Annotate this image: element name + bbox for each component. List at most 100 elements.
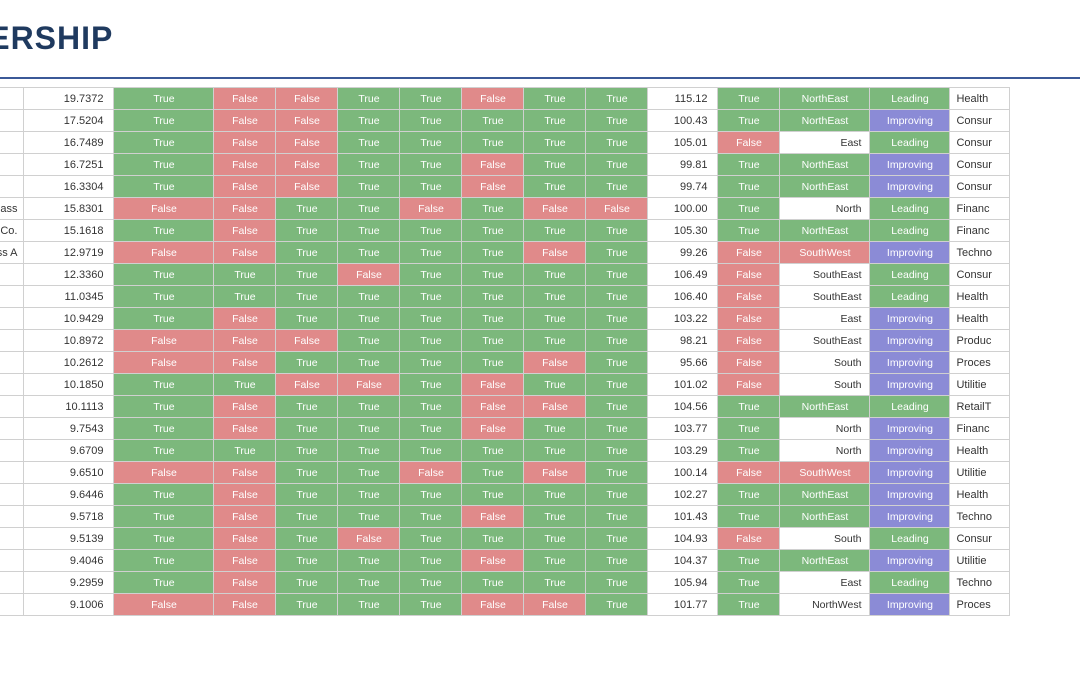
bool-cell: False <box>276 88 338 110</box>
bool-cell: True <box>718 484 780 506</box>
bool-cell: True <box>400 264 462 286</box>
bool-cell: True <box>338 242 400 264</box>
bool-cell: True <box>338 440 400 462</box>
value-cell: 9.7543 <box>24 418 114 440</box>
bool-cell: True <box>400 352 462 374</box>
bool-cell: True <box>718 440 780 462</box>
bool-cell: True <box>338 198 400 220</box>
region-cell: South <box>780 374 870 396</box>
bool-cell: False <box>276 132 338 154</box>
bool-cell: True <box>400 484 462 506</box>
bool-cell: True <box>276 484 338 506</box>
value-cell: 10.8972 <box>24 330 114 352</box>
status-cell: Leading <box>870 396 950 418</box>
company-name-cell <box>0 528 24 550</box>
bool-cell: True <box>400 396 462 418</box>
company-name-cell <box>0 264 24 286</box>
bool-cell: True <box>462 132 524 154</box>
sector-cell: Health <box>950 484 1010 506</box>
bool-cell: False <box>214 462 276 484</box>
bool-cell: True <box>586 374 648 396</box>
table-row: 9.6510FalseFalseTrueTrueFalseTrueFalseTr… <box>0 462 1010 484</box>
bool-cell: True <box>586 594 648 616</box>
bool-cell: True <box>462 242 524 264</box>
value-cell: 9.5718 <box>24 506 114 528</box>
bool-cell: True <box>524 418 586 440</box>
bool-cell: True <box>338 550 400 572</box>
sector-cell: Utilitie <box>950 462 1010 484</box>
status-cell: Improving <box>870 330 950 352</box>
bool-cell: False <box>462 374 524 396</box>
bool-cell: False <box>214 528 276 550</box>
table-row: 9.6446TrueFalseTrueTrueTrueTrueTrueTrue1… <box>0 484 1010 506</box>
bool-cell: True <box>524 264 586 286</box>
bool-cell: True <box>586 484 648 506</box>
status-cell: Leading <box>870 220 950 242</box>
bool-cell: True <box>276 286 338 308</box>
table-row: 9.7543TrueFalseTrueTrueTrueFalseTrueTrue… <box>0 418 1010 440</box>
value-cell: 10.9429 <box>24 308 114 330</box>
company-name-cell <box>0 418 24 440</box>
status-cell: Improving <box>870 594 950 616</box>
bool-cell: True <box>718 506 780 528</box>
value-cell: 15.1618 <box>24 220 114 242</box>
region-cell: East <box>780 132 870 154</box>
region-cell: East <box>780 308 870 330</box>
sector-cell: Health <box>950 88 1010 110</box>
bool-cell: False <box>718 528 780 550</box>
bool-cell: False <box>214 330 276 352</box>
table-row: 16.3304TrueFalseFalseTrueTrueFalseTrueTr… <box>0 176 1010 198</box>
table-row: 16.7251TrueFalseFalseTrueTrueFalseTrueTr… <box>0 154 1010 176</box>
bool-cell: True <box>586 396 648 418</box>
status-cell: Improving <box>870 440 950 462</box>
bool-cell: True <box>718 88 780 110</box>
table-row: 9.1006FalseFalseTrueTrueTrueFalseFalseTr… <box>0 594 1010 616</box>
bool-cell: False <box>338 528 400 550</box>
region-cell: NorthEast <box>780 176 870 198</box>
bool-cell: True <box>718 176 780 198</box>
bool-cell: True <box>400 286 462 308</box>
bool-cell: True <box>718 154 780 176</box>
sector-cell: Techno <box>950 242 1010 264</box>
numeric-cell: 95.66 <box>648 352 718 374</box>
bool-cell: False <box>114 242 214 264</box>
sector-cell: Techno <box>950 572 1010 594</box>
region-cell: South <box>780 352 870 374</box>
bool-cell: False <box>586 198 648 220</box>
sector-cell: Produc <box>950 330 1010 352</box>
bool-cell: True <box>400 220 462 242</box>
value-cell: 16.7489 <box>24 132 114 154</box>
bool-cell: True <box>718 220 780 242</box>
bool-cell: True <box>586 308 648 330</box>
bool-cell: True <box>524 484 586 506</box>
sector-cell: Consur <box>950 110 1010 132</box>
numeric-cell: 101.43 <box>648 506 718 528</box>
table-row: 9.2959TrueFalseTrueTrueTrueTrueTrueTrue1… <box>0 572 1010 594</box>
bool-cell: False <box>214 506 276 528</box>
company-name-cell <box>0 88 24 110</box>
bool-cell: False <box>524 352 586 374</box>
numeric-cell: 106.40 <box>648 286 718 308</box>
bool-cell: True <box>400 88 462 110</box>
bool-cell: True <box>524 550 586 572</box>
status-cell: Leading <box>870 264 950 286</box>
header-divider <box>0 77 1080 79</box>
bool-cell: True <box>400 242 462 264</box>
bool-cell: True <box>400 572 462 594</box>
bool-cell: False <box>462 506 524 528</box>
bool-cell: True <box>276 528 338 550</box>
status-cell: Improving <box>870 506 950 528</box>
status-cell: Improving <box>870 176 950 198</box>
status-cell: Leading <box>870 132 950 154</box>
bool-cell: True <box>276 418 338 440</box>
bool-cell: False <box>718 308 780 330</box>
bool-cell: True <box>524 132 586 154</box>
table-row: 19.7372TrueFalseFalseTrueTrueFalseTrueTr… <box>0 88 1010 110</box>
value-cell: 9.1006 <box>24 594 114 616</box>
table-row: 16.7489TrueFalseFalseTrueTrueTrueTrueTru… <box>0 132 1010 154</box>
bool-cell: True <box>400 550 462 572</box>
bool-cell: True <box>114 396 214 418</box>
bool-cell: True <box>338 484 400 506</box>
bool-cell: True <box>462 110 524 132</box>
region-cell: NorthEast <box>780 550 870 572</box>
